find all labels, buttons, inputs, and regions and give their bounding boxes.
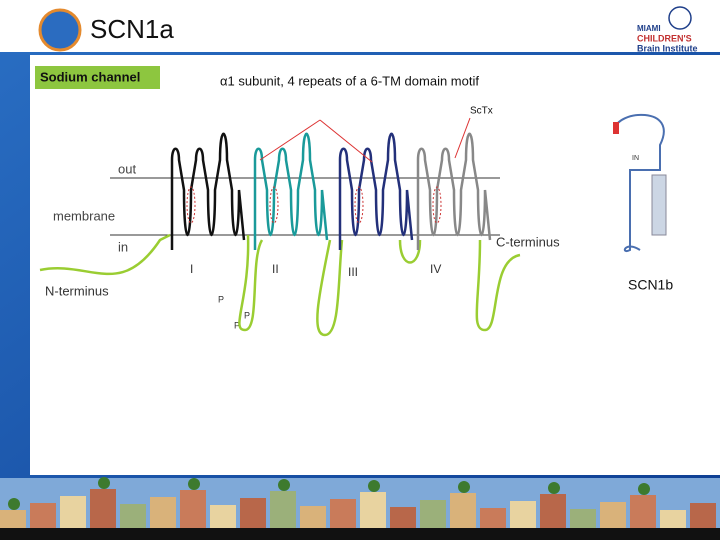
domain-chain [416,132,492,250]
building [480,508,506,528]
domain-chain [253,132,329,250]
diagram-title-box [35,66,160,89]
building [330,499,356,528]
toxin-arrow [259,119,321,161]
palm [98,477,110,489]
region-label: membrane [53,208,115,223]
diagram-subtitle: α1 subunit, 4 repeats of a 6-TM domain m… [220,73,479,88]
domain-label: III [348,265,358,279]
slide-title: SCN1a [90,14,174,44]
logo-line: Brain Institute [637,43,698,53]
building [30,503,56,528]
header-bar [0,0,720,52]
diagram-title: Sodium channel [40,69,140,84]
building [0,510,26,528]
voltage-sensor [186,186,196,224]
toxin-arrow [454,117,471,159]
region-label: in [118,239,128,254]
building [240,498,266,528]
palm [278,479,290,491]
building [120,504,146,528]
building [360,492,386,528]
building [390,507,416,528]
voltage-sensor [354,186,364,224]
inset-tm [651,174,667,236]
building [150,497,176,528]
building [420,500,446,528]
domain-chain [338,132,414,250]
building [60,496,86,528]
palm [458,481,470,493]
inset-in: IN [632,155,639,162]
palm [638,483,650,495]
building [660,510,686,528]
palm [368,480,380,492]
building [600,502,626,528]
inset-marker [613,122,619,134]
inset-chain [614,113,665,253]
region-label: out [118,161,136,176]
footer-bar [0,528,720,540]
logo-line: MIAMI [637,24,661,33]
building [450,493,476,528]
pore-label: P [218,294,224,304]
toxin-label: ScTx [470,106,493,117]
logo-icon [668,6,692,30]
building [690,503,716,528]
building [270,491,296,528]
voltage-sensor [269,186,279,224]
domain-label: II [272,262,279,276]
n-terminus-chain [39,233,171,276]
palm [188,478,200,490]
pore-label: P [234,320,240,330]
terminus-label: C-terminus [496,234,560,249]
toxin-arrow [319,119,373,163]
loop-chain [316,239,344,337]
voltage-sensor [432,186,442,224]
building [300,506,326,528]
title-bullet [38,8,82,52]
inset-label: SCN1b [628,277,673,293]
palm [548,482,560,494]
loop-chain [398,239,422,264]
terminus-label: N-terminus [45,283,109,298]
building [630,495,656,528]
building [540,494,566,528]
building [570,509,596,528]
domain-chain [170,132,246,250]
logo-line: CHILDREN'S [637,33,692,43]
loop-chain [238,234,264,332]
building [180,490,206,528]
palm [8,498,20,510]
building [210,505,236,528]
c-terminus-chain [475,239,521,332]
domain-label: I [190,262,193,276]
building [90,489,116,528]
pore-label: P [244,310,250,320]
building [510,501,536,528]
domain-label: IV [430,262,441,276]
